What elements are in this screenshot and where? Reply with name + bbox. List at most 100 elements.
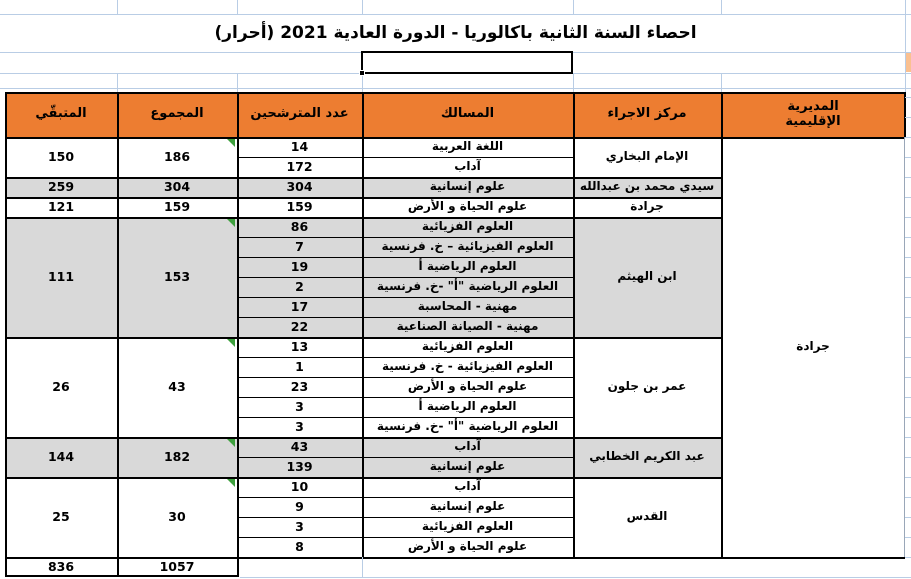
cell-group-remaining[interactable]: 144 xyxy=(5,437,117,477)
header-cell-remaining[interactable]: المتبقّي xyxy=(5,92,117,137)
cell-grand-total[interactable]: 1057 xyxy=(117,557,237,577)
cell-group-remaining[interactable]: 150 xyxy=(5,137,117,177)
cell-track-name[interactable]: اللغة العربية xyxy=(362,137,573,157)
subrow-separator xyxy=(237,377,573,378)
subrow-separator xyxy=(237,397,573,398)
cell-track-count[interactable]: 304 xyxy=(237,177,362,197)
cell-track-count[interactable]: 17 xyxy=(237,297,362,317)
cell-track-count[interactable]: 8 xyxy=(237,537,362,557)
cell-track-name[interactable]: العلوم الفزيائية xyxy=(362,337,573,357)
cell-track-name[interactable]: علوم إنسانية xyxy=(362,457,573,477)
gridline xyxy=(905,497,911,498)
cell-exam-center[interactable]: جرادة xyxy=(573,197,721,217)
cell-track-name[interactable]: العلوم الفيزيائية – خ. فرنسية xyxy=(362,237,573,257)
cell-group-remaining[interactable]: 111 xyxy=(5,217,117,337)
header-cell-total[interactable]: المجموع xyxy=(117,92,237,137)
gridline xyxy=(905,197,911,198)
cell-grand-remaining[interactable]: 836 xyxy=(5,557,117,577)
cell-directorate[interactable]: جرادة xyxy=(721,137,905,557)
cell-track-count[interactable]: 23 xyxy=(237,377,362,397)
column-border xyxy=(117,92,119,577)
gridline xyxy=(905,137,911,138)
cell-totals-candidates-empty[interactable] xyxy=(237,557,362,577)
cell-exam-center[interactable]: سيدي محمد بن عبدالله xyxy=(573,177,721,197)
error-indicator-triangle xyxy=(227,139,235,147)
cell-track-name[interactable]: العلوم الفيزيائية - خ. فرنسية xyxy=(362,357,573,377)
cell-track-name[interactable]: العلوم الفزيائية xyxy=(362,217,573,237)
cell-exam-center[interactable]: الإمام البخاري xyxy=(573,137,721,177)
cell-group-total[interactable]: 30 xyxy=(117,477,237,557)
cell-track-name[interactable]: آداب xyxy=(362,477,573,497)
cell-group-remaining[interactable]: 26 xyxy=(5,337,117,437)
cell-track-count[interactable]: 10 xyxy=(237,477,362,497)
cell-exam-center[interactable]: ابن الهيثم xyxy=(573,217,721,337)
cell-track-count[interactable]: 3 xyxy=(237,417,362,437)
header-cell-candidates[interactable]: عدد المترشحين xyxy=(237,92,362,137)
cell-track-count[interactable]: 139 xyxy=(237,457,362,477)
cell-track-count[interactable]: 3 xyxy=(237,517,362,537)
gridline xyxy=(0,14,911,15)
cell-track-count[interactable]: 19 xyxy=(237,257,362,277)
cell-track-name[interactable]: العلوم الرياضية أ xyxy=(362,257,573,277)
gridline xyxy=(905,557,911,558)
gridline xyxy=(905,317,911,318)
subrow-separator xyxy=(237,297,573,298)
cell-track-name[interactable]: العلوم الرياضية "أ" -خ. فرنسية xyxy=(362,277,573,297)
cell-track-count[interactable]: 22 xyxy=(237,317,362,337)
cell-track-name[interactable]: مهنية - المحاسبة xyxy=(362,297,573,317)
cell-track-count[interactable]: 2 xyxy=(237,277,362,297)
gridline xyxy=(905,177,911,178)
cell-group-total[interactable]: 304 xyxy=(117,177,237,197)
cell-group-total[interactable]: 159 xyxy=(117,197,237,217)
cell-group-total[interactable]: 182 xyxy=(117,437,237,477)
cell-group-remaining[interactable]: 121 xyxy=(5,197,117,217)
cell-group-total[interactable]: 43 xyxy=(117,337,237,437)
cell-group-remaining[interactable]: 259 xyxy=(5,177,117,197)
gridline xyxy=(905,377,911,378)
cell-exam-center[interactable]: عمر بن جلون xyxy=(573,337,721,437)
gridline xyxy=(905,357,911,358)
gridline xyxy=(721,73,722,92)
cell-track-name[interactable]: العلوم الرياضية "أ" -خ. فرنسية xyxy=(362,417,573,437)
cell-track-name[interactable]: العلوم الفزيائية xyxy=(362,517,573,537)
sheet-title: احصاء السنة الثانية باكالوريا - الدورة ا… xyxy=(214,23,697,43)
cell-track-count[interactable]: 1 xyxy=(237,357,362,377)
edge-colored-cell[interactable] xyxy=(906,53,911,72)
gridline xyxy=(905,117,911,118)
selected-cell[interactable] xyxy=(359,51,573,76)
cell-track-name[interactable]: آداب xyxy=(362,437,573,457)
header-cell-tracks[interactable]: المسالك xyxy=(362,92,573,137)
error-indicator-triangle xyxy=(227,439,235,447)
cell-group-remaining[interactable]: 25 xyxy=(5,477,117,557)
cell-track-count[interactable]: 172 xyxy=(237,157,362,177)
fill-handle[interactable] xyxy=(359,70,365,76)
gridline xyxy=(905,237,911,238)
cell-track-count[interactable]: 3 xyxy=(237,397,362,417)
gridline xyxy=(905,157,911,158)
cell-track-name[interactable]: آداب xyxy=(362,157,573,177)
cell-track-count[interactable]: 7 xyxy=(237,237,362,257)
gridline xyxy=(905,517,911,518)
gridline xyxy=(905,277,911,278)
cell-track-name[interactable]: مهنية - الصيانة الصناعية xyxy=(362,317,573,337)
cell-track-name[interactable]: علوم إنسانية xyxy=(362,177,573,197)
column-border xyxy=(5,92,7,577)
cell-track-name[interactable]: علوم الحياة و الأرض xyxy=(362,377,573,397)
cell-track-name[interactable]: العلوم الرياضية أ xyxy=(362,397,573,417)
cell-track-name[interactable]: علوم إنسانية xyxy=(362,497,573,517)
cell-group-total[interactable]: 153 xyxy=(117,217,237,337)
cell-track-count[interactable]: 43 xyxy=(237,437,362,457)
cell-track-count[interactable]: 9 xyxy=(237,497,362,517)
header-cell-directorate[interactable]: المديرية الإقليمية xyxy=(721,92,905,137)
cell-group-total[interactable]: 186 xyxy=(117,137,237,177)
cell-track-count[interactable]: 86 xyxy=(237,217,362,237)
cell-track-name[interactable]: علوم الحياة و الأرض xyxy=(362,197,573,217)
cell-track-count[interactable]: 159 xyxy=(237,197,362,217)
cell-track-count[interactable]: 13 xyxy=(237,337,362,357)
cell-exam-center[interactable]: القدس xyxy=(573,477,721,557)
gridline xyxy=(0,88,911,89)
cell-track-name[interactable]: علوم الحياة و الأرض xyxy=(362,537,573,557)
header-cell-exam-center[interactable]: مركز الاجراء xyxy=(573,92,721,137)
cell-exam-center[interactable]: عبد الكريم الخطابي xyxy=(573,437,721,477)
cell-track-count[interactable]: 14 xyxy=(237,137,362,157)
